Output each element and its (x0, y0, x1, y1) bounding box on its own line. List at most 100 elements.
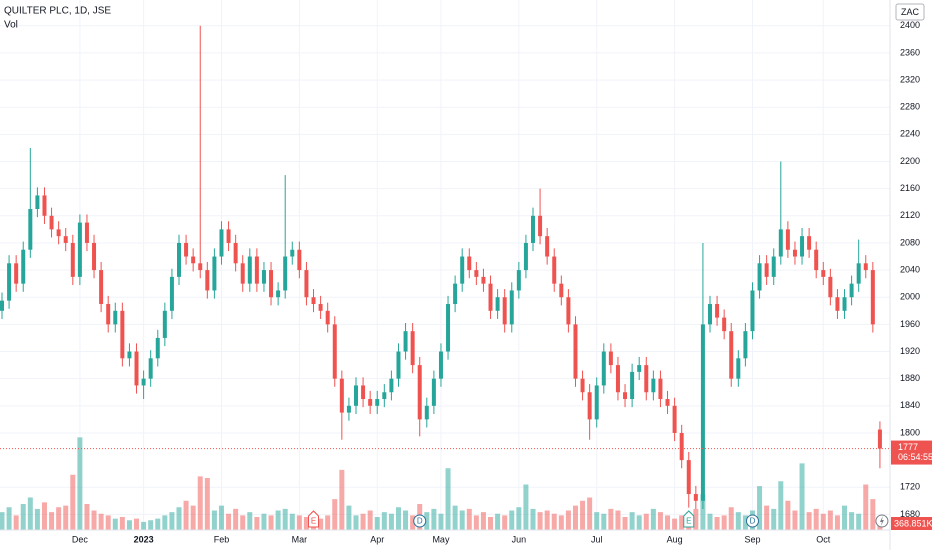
candle-body (21, 249, 26, 284)
volume-bar (204, 478, 210, 530)
candle-body (226, 229, 231, 243)
candle-body (162, 310, 167, 338)
candle-body (368, 399, 373, 406)
y-tick-label: 2400 (900, 20, 920, 30)
candle-body (835, 297, 840, 311)
candle-body (615, 365, 620, 393)
candle-body (233, 242, 238, 264)
volume-bar (318, 518, 324, 530)
volume-bar (240, 515, 246, 530)
candle-body (361, 385, 366, 400)
candle-body (318, 304, 323, 311)
candle-body (743, 331, 748, 359)
y-tick-label: 2160 (900, 183, 920, 193)
volume-bar (785, 500, 791, 530)
candle-body (658, 378, 663, 400)
volume-bar (863, 484, 869, 530)
candle-body (800, 236, 805, 257)
candle-body (771, 256, 776, 277)
x-tick-label: May (432, 534, 450, 544)
volume-tag (891, 517, 932, 530)
event-marker[interactable]: E (683, 510, 695, 528)
candle-body (580, 378, 585, 393)
candle-body (346, 405, 351, 413)
candle-body (28, 209, 33, 250)
candle-body (842, 297, 847, 311)
volume-bar (629, 512, 635, 530)
candle-body (559, 283, 564, 298)
volume-bar (650, 508, 656, 530)
volume-bar (395, 507, 401, 530)
volume-bar (84, 504, 90, 530)
currency-box[interactable] (895, 3, 925, 21)
volume-bar (134, 518, 140, 530)
candle-body (729, 331, 734, 379)
currency: ZAC (901, 7, 920, 17)
volume-bar (771, 508, 777, 530)
price-tag-value: 1777 (898, 442, 918, 452)
candle-body (70, 242, 75, 277)
volume-bar (20, 504, 26, 530)
volume-bar (665, 515, 671, 530)
candle-body (531, 215, 535, 243)
y-tick-label: 2360 (900, 47, 920, 57)
candle-body (311, 297, 316, 305)
volume-bar (842, 505, 848, 530)
candle-body (77, 222, 82, 277)
candle-body (849, 283, 854, 298)
event-marker[interactable]: D (413, 514, 427, 528)
candle-body (608, 351, 613, 366)
volume-bar (820, 513, 826, 530)
volume-bar (608, 508, 614, 530)
volume-bar (551, 513, 557, 530)
dividend-marker[interactable] (875, 514, 889, 528)
volume-bar (261, 513, 267, 530)
volume-bar (700, 494, 706, 530)
y-tick-label: 1800 (900, 427, 920, 437)
volume-bar (6, 507, 12, 530)
candle-body (509, 290, 514, 325)
candle-body (467, 256, 472, 271)
volume-bar (530, 508, 536, 530)
event-marker[interactable]: D (745, 514, 759, 528)
candle-body (141, 378, 146, 386)
volume-bar (742, 515, 748, 530)
volume-bar (70, 474, 76, 530)
candle-body (424, 405, 429, 420)
volume-bar (169, 512, 175, 530)
volume-bar (381, 512, 387, 530)
volume-bar (558, 515, 564, 530)
candle-body (56, 229, 61, 237)
volume-bar (126, 520, 132, 530)
volume-bar (672, 518, 678, 530)
candle-body (240, 263, 245, 284)
volume-bar (282, 508, 288, 530)
volume-bar (226, 513, 232, 530)
candle-body (757, 263, 762, 291)
volume-bar (13, 515, 19, 530)
y-tick-label: 2280 (900, 102, 920, 112)
countdown: 06:54:55 (898, 452, 932, 462)
volume-bar (296, 515, 302, 530)
candle-body (261, 270, 266, 284)
candle-body (247, 256, 252, 284)
x-tick-label: Feb (214, 534, 230, 544)
candle-body (587, 392, 592, 420)
volume-bar (565, 510, 571, 530)
candle-body (410, 331, 415, 366)
candle-body (460, 256, 465, 284)
y-tick-label: 2080 (900, 237, 920, 247)
volume-tag-value: 368.851K (894, 518, 932, 528)
volume-bar (233, 508, 239, 530)
axes: 1680 1720 1800 1840 1880 1920 1960 2000 2040 2080… (72, 20, 932, 544)
event-label: D (417, 517, 423, 526)
event-marker[interactable]: E (308, 510, 320, 528)
candle-body (0, 300, 4, 311)
volume-bar (119, 517, 125, 530)
volume-bar (91, 510, 97, 530)
x-tick-label: Aug (667, 534, 683, 544)
candle-body (495, 297, 500, 311)
event-label: D (750, 517, 756, 526)
volume-bar (849, 512, 855, 530)
